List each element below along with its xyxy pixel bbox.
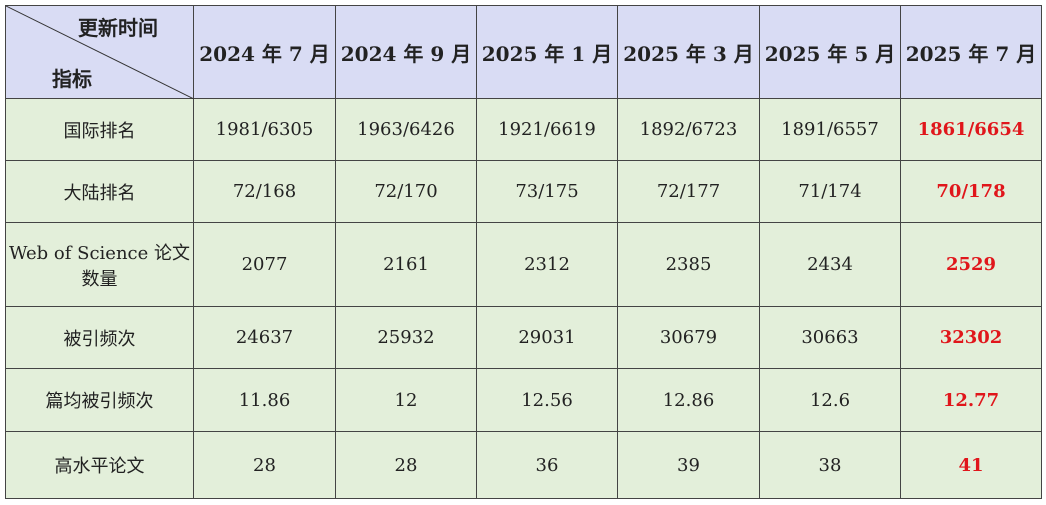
cell: 38 [759, 431, 901, 499]
cell: 12.56 [476, 368, 618, 432]
corner-top: 更新时间 [78, 16, 158, 40]
cell: 71/174 [759, 160, 901, 223]
data-table: 更新时间 指标 2024 年 7 月 2024 年 9 月 2025 年 1 月 20… [5, 5, 1042, 499]
row-label: 高水平论文 [5, 431, 194, 499]
cell: 24637 [193, 306, 336, 369]
cell: 36 [476, 431, 618, 499]
cell: 12.86 [617, 368, 760, 432]
column-header: 2024 年 9 月 [335, 5, 477, 99]
cell: 39 [617, 431, 760, 499]
column-header: 2024 年 7 月 [193, 5, 336, 99]
row-label: 被引频次 [5, 306, 194, 369]
cell: 1891/6557 [759, 98, 901, 161]
table-body: 国际排名 1981/6305 1963/6426 1921/6619 1892/6723… [5, 98, 1042, 499]
cell: 2434 [759, 222, 901, 307]
cell: 41 [900, 431, 1042, 499]
cell: 30663 [759, 306, 901, 369]
row-label: 大陆排名 [5, 160, 194, 223]
cell: 2529 [900, 222, 1042, 307]
corner-bottom: 指标 [52, 67, 92, 91]
cell: 12.77 [900, 368, 1042, 432]
column-header: 2025 年 3 月 [617, 5, 760, 99]
cell: 11.86 [193, 368, 336, 432]
cell: 2077 [193, 222, 336, 307]
cell: 72/170 [335, 160, 477, 223]
cell: 72/168 [193, 160, 336, 223]
cell: 29031 [476, 306, 618, 369]
cell: 2385 [617, 222, 760, 307]
cell: 12.6 [759, 368, 901, 432]
diagonal [6, 6, 194, 99]
row-label: Web of Science 论文数量 [5, 222, 194, 307]
cell: 12 [335, 368, 477, 432]
column-header: 2025 年 7 月 [900, 5, 1042, 99]
cell: 72/177 [617, 160, 760, 223]
cell: 70/178 [900, 160, 1042, 223]
table-row: 高水平论文 28 28 36 39 38 41 [5, 431, 1042, 499]
cell: 73/175 [476, 160, 618, 223]
row-label: 国际排名 [5, 98, 194, 161]
cell: 28 [193, 431, 336, 499]
cell: 1963/6426 [335, 98, 477, 161]
table-row: 国际排名 1981/6305 1963/6426 1921/6619 1892/6723… [5, 98, 1042, 161]
corner-cell: 更新时间 指标 [5, 5, 194, 99]
table-row: 篇均被引频次 11.86 12 12.56 12.86 12.6 12.77 [5, 368, 1042, 432]
cell: 1921/6619 [476, 98, 618, 161]
cell: 1861/6654 [900, 98, 1042, 161]
cell: 1892/6723 [617, 98, 760, 161]
cell: 1981/6305 [193, 98, 336, 161]
column-header: 2025 年 5 月 [759, 5, 901, 99]
table-row: Web of Science 论文数量 2077 2161 2312 2385 2434 2… [5, 222, 1042, 307]
table-row: 被引频次 24637 25932 29031 30679 30663 32302 [5, 306, 1042, 369]
cell: 32302 [900, 306, 1042, 369]
cell: 2312 [476, 222, 618, 307]
table-row: 大陆排名 72/168 72/170 73/175 72/177 71/174 70/178 [5, 160, 1042, 223]
cell: 2161 [335, 222, 477, 307]
header-row: 更新时间 指标 2024 年 7 月 2024 年 9 月 2025 年 1 月 20… [5, 5, 1042, 99]
cell: 30679 [617, 306, 760, 369]
cell: 28 [335, 431, 477, 499]
column-header: 2025 年 1 月 [476, 5, 618, 99]
cell: 25932 [335, 306, 477, 369]
row-label: 篇均被引频次 [5, 368, 194, 432]
